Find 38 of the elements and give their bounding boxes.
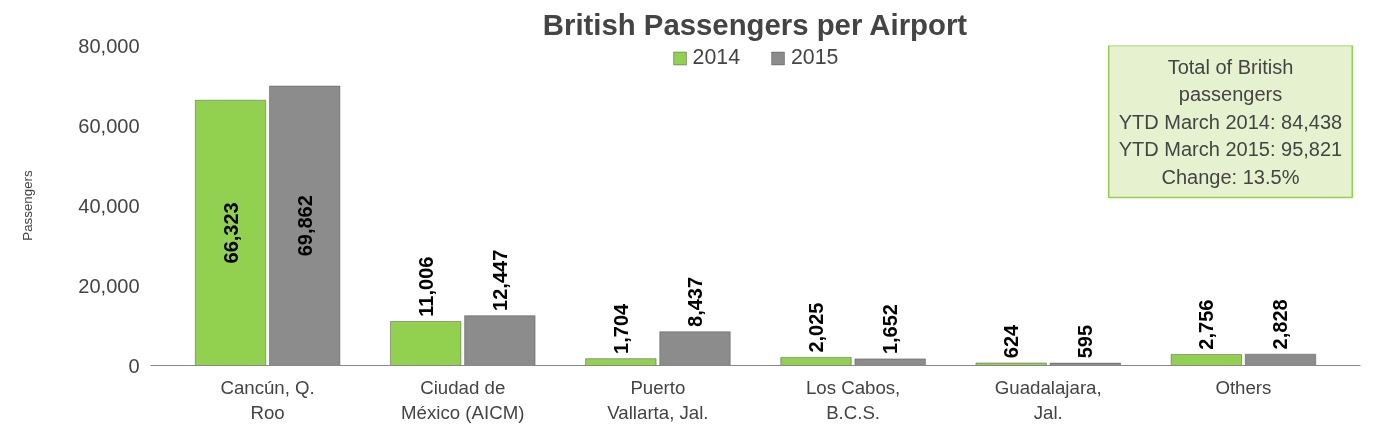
data-label: 2,025 (805, 302, 827, 353)
x-tick-label: Ciudad de México (AICM) (401, 376, 525, 423)
data-label: 8,437 (684, 276, 706, 327)
annotation: Total of British (1167, 55, 1294, 78)
bar (195, 99, 266, 366)
y-tick-label: 20,000 (78, 274, 140, 297)
bar (975, 362, 1047, 366)
data-label: 595 (1074, 324, 1097, 359)
x-tick-label: Puerto Vallarta, Jal. (607, 376, 709, 423)
y-tick-label: 80,000 (78, 34, 140, 57)
bar (390, 321, 462, 366)
data-label: 66,323 (219, 202, 242, 264)
data-label: 624 (1000, 323, 1023, 359)
data-label: 2,828 (1269, 299, 1292, 350)
legend-label: 2014 (692, 45, 740, 70)
bar (585, 358, 657, 366)
y-tick-label: 60,000 (78, 114, 140, 137)
data-label: 1,704 (609, 302, 632, 354)
data-label: 2,756 (1195, 299, 1218, 350)
x-tick-label: Los Cabos, B.C.S. (805, 376, 901, 423)
annotation: YTD March 2014: 84,438 (1118, 110, 1343, 133)
x-tick-label: Guadalajara, Jal. (994, 376, 1102, 423)
y-tick-label: 40,000 (78, 194, 140, 217)
data-label: 69,862 (293, 195, 316, 257)
chart-title: British Passengers per Airport (542, 7, 968, 41)
annotation: YTD March 2015: 95,821 (1118, 138, 1343, 160)
data-label: 12,447 (488, 249, 511, 311)
y-axis-title: Passengers (20, 169, 36, 241)
annotation: Change: 13.5% (1161, 165, 1300, 188)
x-tick-label: Cancún, Q. Roo (220, 376, 315, 423)
y-tick-label: 0 (128, 354, 140, 377)
annotation: passengers (1178, 83, 1283, 105)
data-label: 1,652 (879, 304, 902, 355)
legend-label: 2015 (791, 45, 839, 70)
x-tick-label: Others (1215, 376, 1272, 398)
data-label: 11,006 (414, 256, 437, 317)
bar (1170, 354, 1242, 366)
bar (780, 357, 852, 366)
